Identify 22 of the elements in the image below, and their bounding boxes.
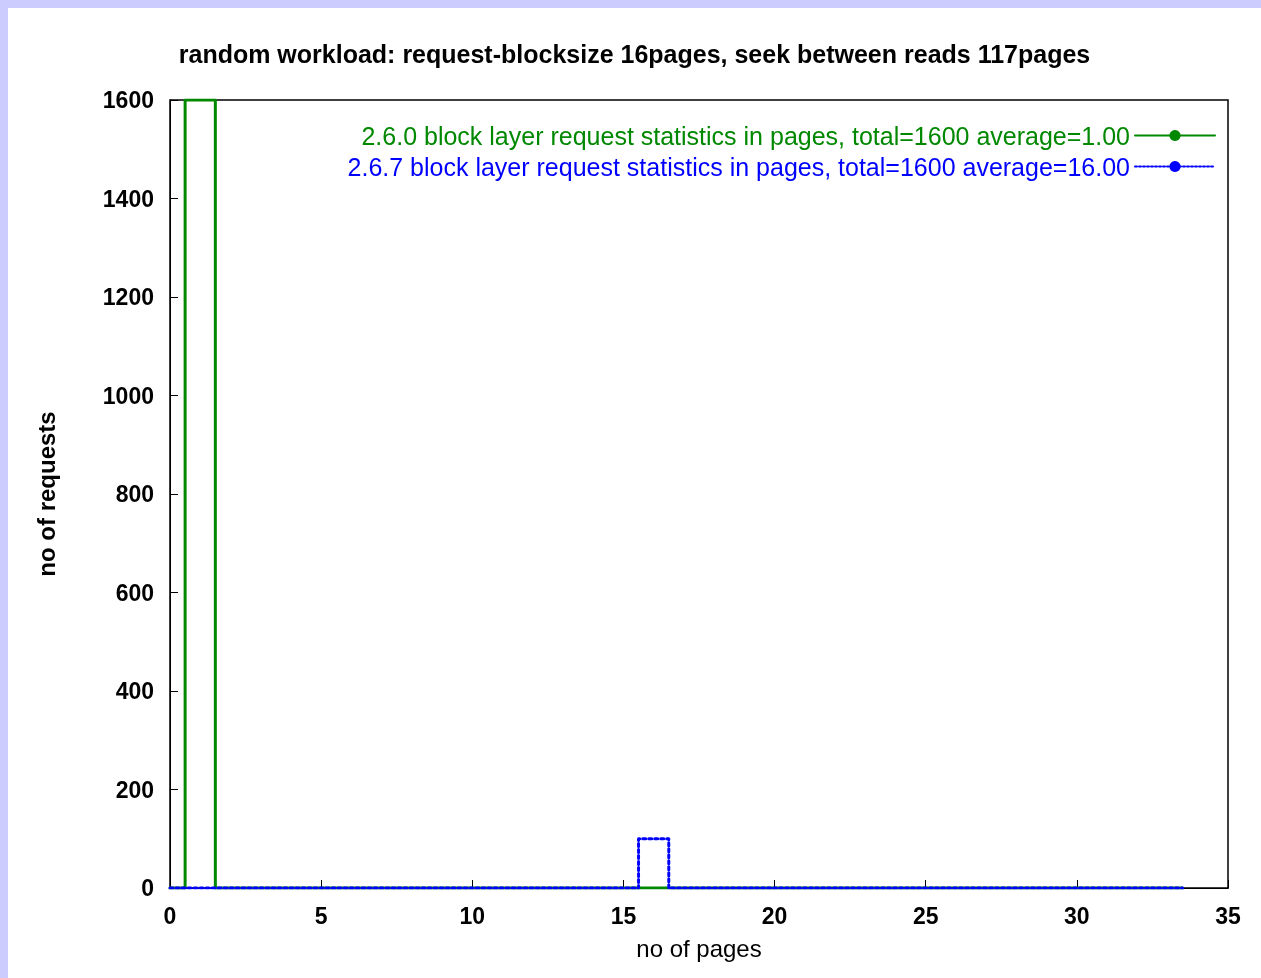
y-tick-label: 1200 [102, 284, 154, 310]
y-tick-label: 600 [115, 579, 154, 606]
x-tick-label: 15 [610, 902, 637, 929]
legend-label: 2.6.7 block layer request statistics in pages, total=1600 average=16.00 [347, 152, 1130, 181]
chart-title: random workload: request-blocksize 16pages, seek between reads 117pages [178, 39, 1091, 68]
y-tick-label: 200 [115, 776, 154, 803]
x-tick-label: 0 [163, 902, 177, 929]
y-tick-label: 1000 [102, 382, 154, 409]
legend-label: 2.6.0 block layer request statistics in pages, total=1600 average=1.00 [361, 121, 1130, 150]
y-tick-label: 1400 [102, 185, 154, 212]
x-tick-label: 25 [912, 902, 939, 929]
y-tick-label: 400 [115, 678, 154, 704]
x-tick-label: 5 [314, 902, 328, 929]
x-tick-label: 35 [1215, 902, 1241, 929]
x-axis-title: no of pages [636, 934, 762, 962]
y-tick-label: 0 [141, 875, 154, 901]
y-tick-label: 800 [115, 481, 154, 507]
x-tick-label: 30 [1064, 902, 1090, 929]
x-tick-label: 20 [761, 902, 788, 929]
y-tick-label: 1600 [102, 87, 154, 113]
y-axis-title: no of requests [32, 411, 60, 577]
x-tick-label: 10 [459, 902, 486, 929]
